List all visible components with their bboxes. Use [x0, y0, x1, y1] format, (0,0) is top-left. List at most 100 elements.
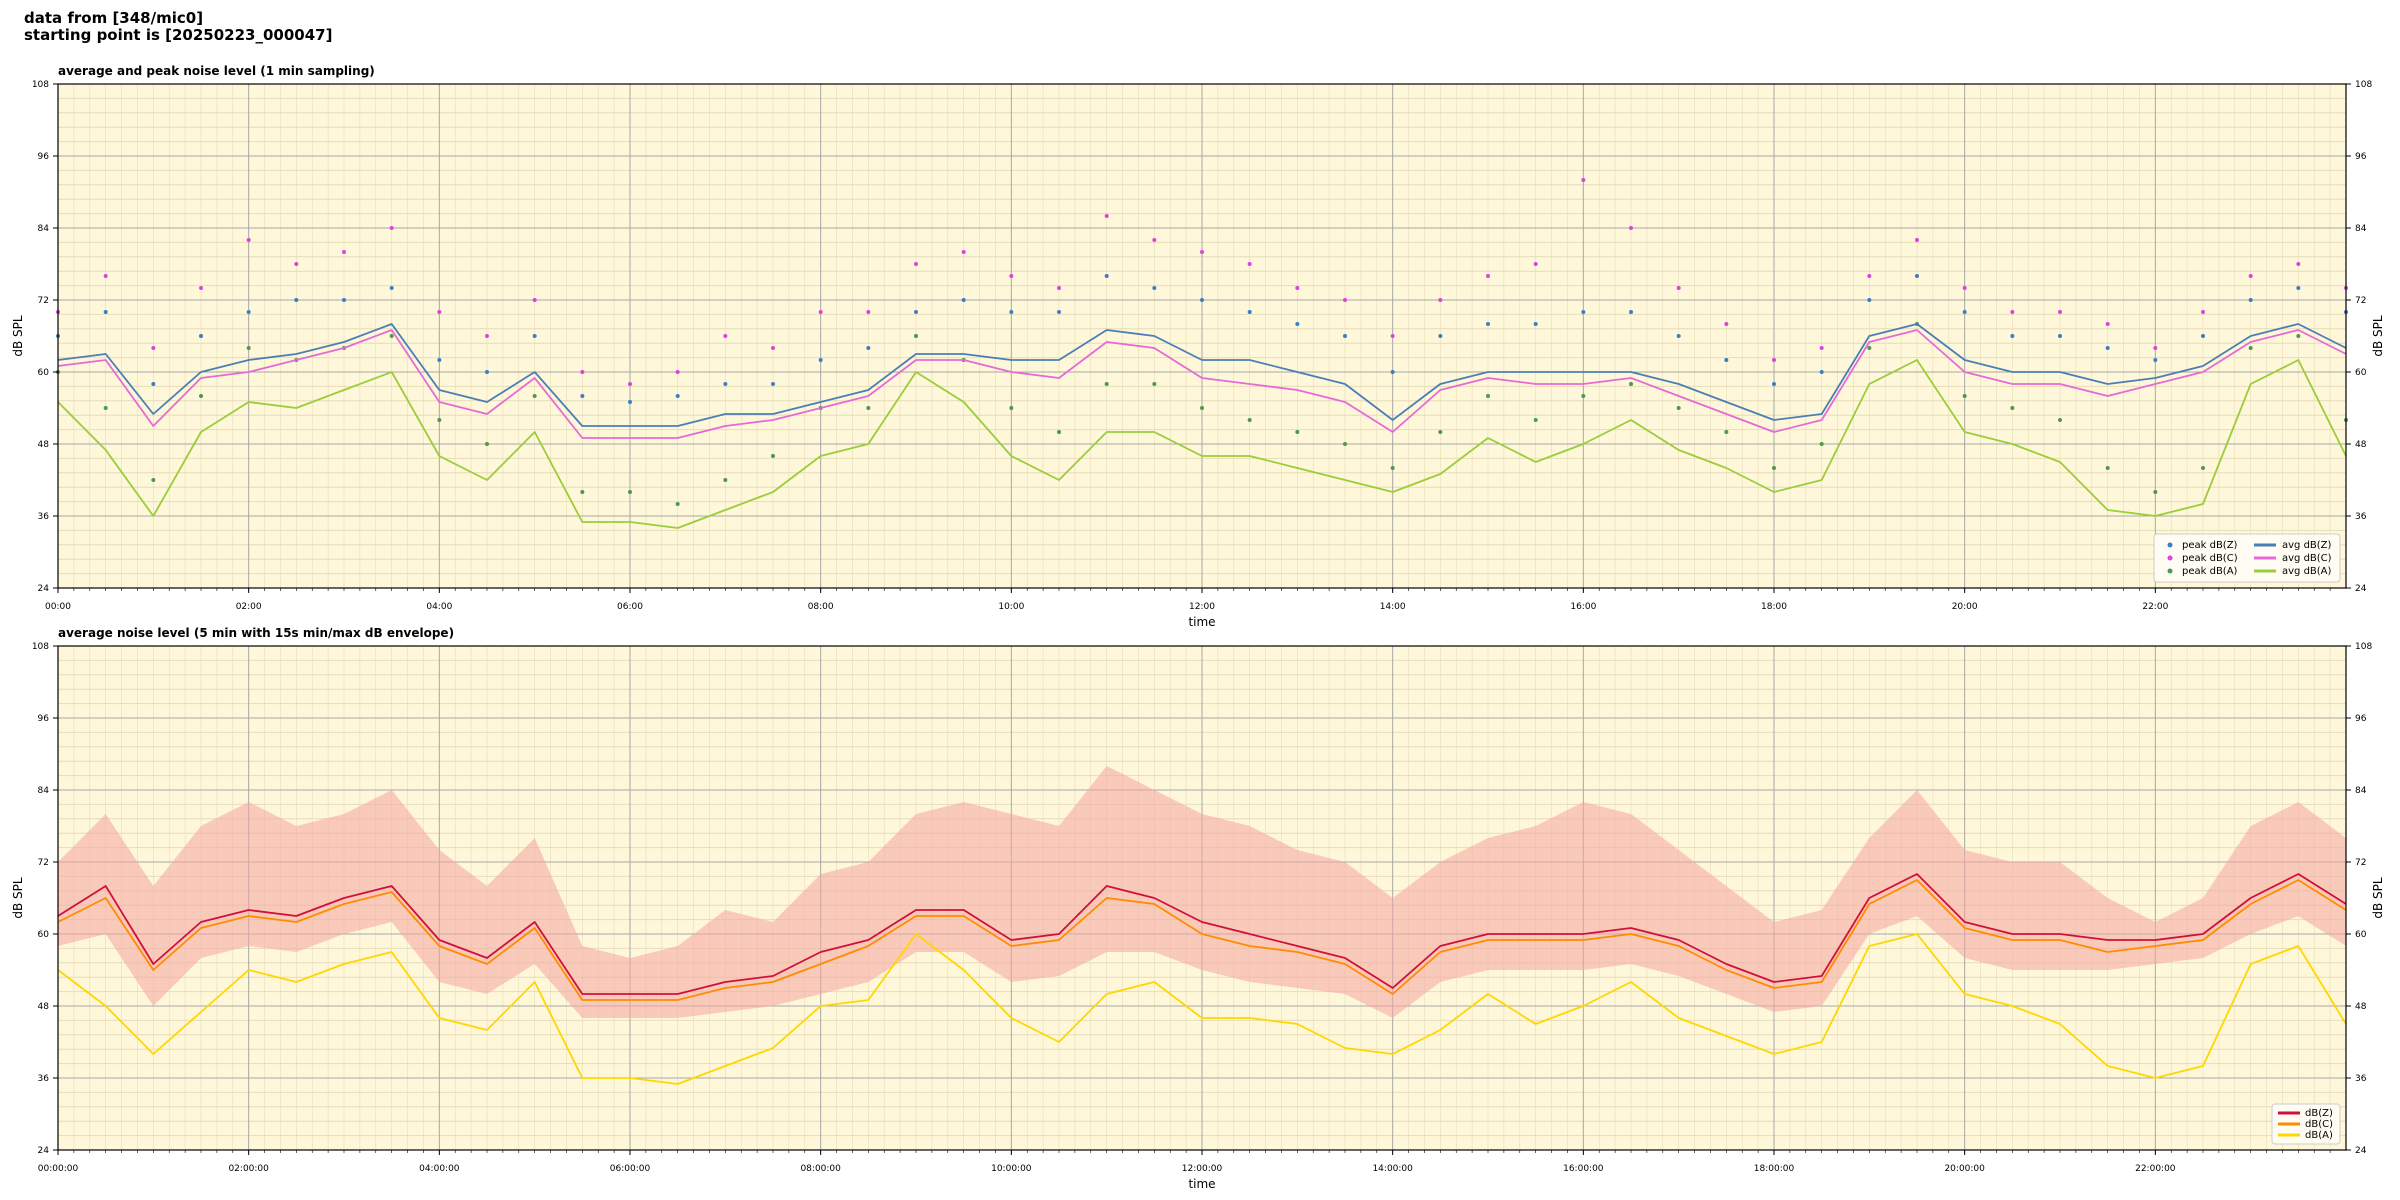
peak-point — [1343, 298, 1347, 302]
chart-title: average noise level (5 min with 15s min/… — [58, 626, 454, 640]
peak-point — [1724, 430, 1729, 434]
x-tick-label: 04:00:00 — [419, 1164, 460, 1174]
x-tick-label: 10:00 — [998, 602, 1024, 612]
peak-point — [437, 310, 442, 314]
legend-box — [2153, 533, 2341, 583]
peak-point — [1915, 238, 1919, 242]
peak-point — [628, 382, 632, 386]
peak-point — [675, 394, 680, 398]
y-tick-label: 108 — [32, 80, 49, 90]
x-tick-label: 00:00 — [45, 602, 71, 612]
peak-point — [1438, 298, 1443, 302]
peak-point — [2248, 346, 2253, 350]
series-line-avgdbz — [57, 323, 2347, 427]
legend-label: peak dB(C) — [2182, 553, 2238, 564]
peak-point — [1104, 214, 1109, 218]
peak-point — [1390, 466, 1395, 470]
peak-point — [1962, 310, 1967, 314]
legend: peak dB(Z) peak dB(C) peak dB(A) avg dB(Z) a… — [2153, 533, 2341, 583]
peak-point — [771, 382, 775, 386]
y-tick-label-right: 84 — [2355, 224, 2367, 234]
legend-label: dB(Z) — [2305, 1108, 2333, 1119]
x-tick-label: 02:00:00 — [228, 1164, 269, 1174]
x-axis-label: time — [1188, 1177, 1215, 1191]
series-line-dba — [57, 933, 2347, 1085]
y-tick-label: 48 — [38, 440, 50, 450]
peak-point — [1200, 406, 1204, 410]
y-tick-label-right: 24 — [2355, 584, 2367, 594]
peak-point — [1343, 442, 1347, 446]
peak-point — [294, 298, 299, 302]
peak-point — [2201, 466, 2205, 470]
peak-point — [1438, 430, 1443, 434]
peak-point — [103, 274, 108, 278]
peak-point — [1486, 322, 1490, 326]
peak-point — [1629, 310, 1633, 314]
peak-point — [389, 286, 394, 290]
x-tick-label: 22:00:00 — [2135, 1164, 2176, 1174]
peak-point — [2153, 346, 2158, 350]
y-tick-label: 60 — [38, 930, 50, 940]
peak-point — [246, 238, 251, 242]
peak-point — [866, 310, 871, 314]
peak-point — [675, 370, 680, 374]
peak-point — [2010, 310, 2015, 314]
peak-point — [1533, 322, 1538, 326]
x-tick-label: 18:00 — [1761, 602, 1787, 612]
y-tick-label: 96 — [38, 152, 50, 162]
peak-point — [2105, 466, 2110, 470]
y-tick-label-right: 24 — [2355, 1146, 2367, 1156]
peak-point — [246, 310, 251, 314]
y-tick-label: 84 — [38, 786, 50, 796]
y-tick-label-right: 84 — [2355, 786, 2367, 796]
peak-point — [2248, 298, 2253, 302]
legend-label: dB(C) — [2305, 1119, 2333, 1130]
x-tick-label: 16:00:00 — [1563, 1164, 1604, 1174]
chart-bottom: 24 24 36 36 48 48 60 60 72 72 84 84 96 96 108 108 00:00:… — [11, 626, 2385, 1191]
peak-point — [151, 382, 156, 386]
peak-point — [1772, 382, 1776, 386]
x-tick-label: 20:00:00 — [1944, 1164, 1985, 1174]
peak-point — [1486, 394, 1490, 398]
peak-point — [914, 334, 918, 338]
x-tick-label: 08:00 — [808, 602, 834, 612]
series-line-avgdba — [57, 359, 2347, 529]
header-start-line: starting point is [20250223_000047] — [24, 26, 333, 44]
x-tick-label: 12:00 — [1189, 602, 1215, 612]
peak-point — [1247, 262, 1252, 266]
peak-point — [961, 250, 966, 254]
peak-point — [485, 334, 489, 338]
peak-point — [246, 346, 251, 350]
y-tick-label-right: 48 — [2355, 440, 2367, 450]
peak-point — [199, 286, 203, 290]
peak-point — [2010, 334, 2015, 338]
series-line-dbc — [57, 879, 2347, 1001]
peak-point — [628, 400, 632, 404]
peak-point — [1819, 442, 1824, 446]
peak-point — [2105, 346, 2110, 350]
peak-point — [1629, 226, 1633, 230]
peak-point — [2058, 310, 2062, 314]
peak-point — [1009, 406, 1014, 410]
peak-point — [1200, 298, 1204, 302]
peak-point — [675, 502, 680, 506]
peak-point — [2296, 262, 2301, 266]
peak-point — [2248, 274, 2253, 278]
peak-point — [1581, 178, 1586, 182]
x-tick-label: 08:00:00 — [800, 1164, 841, 1174]
peak-point — [1390, 334, 1395, 338]
peak-point — [1295, 322, 1300, 326]
peak-point — [1533, 262, 1538, 266]
x-tick-label: 20:00 — [1952, 602, 1978, 612]
peak-point — [2058, 418, 2062, 422]
y-tick-label-right: 108 — [2355, 80, 2372, 90]
y-tick-label: 24 — [38, 584, 50, 594]
peak-point — [1533, 418, 1538, 422]
peak-point — [818, 310, 823, 314]
peak-point — [1057, 310, 1061, 314]
y-tick-label: 108 — [32, 642, 49, 652]
peak-point — [2296, 334, 2301, 338]
peak-point — [1676, 286, 1681, 290]
peak-point — [1104, 382, 1109, 386]
peak-point — [961, 298, 966, 302]
